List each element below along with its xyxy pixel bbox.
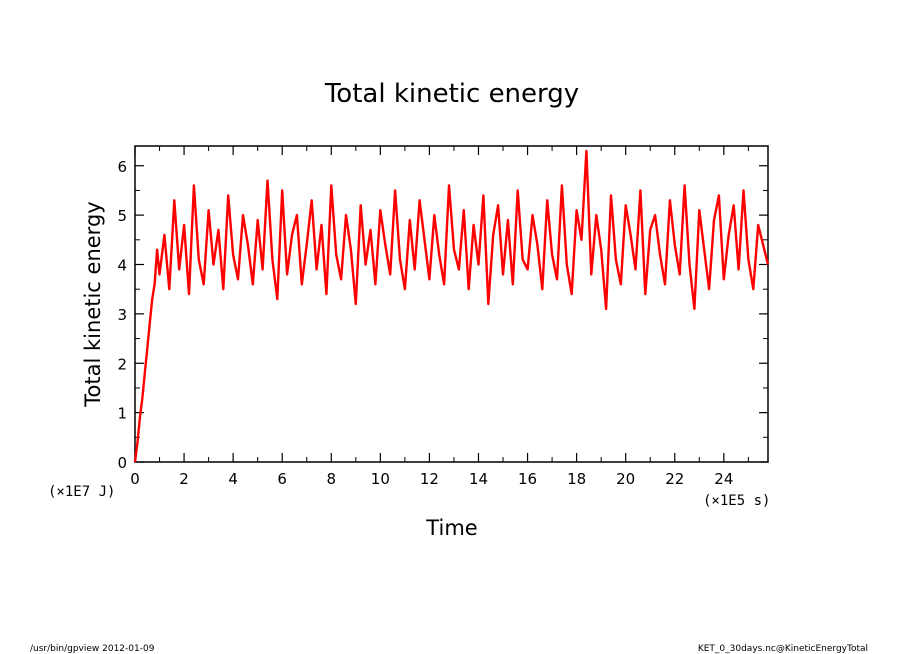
y-tick-label: 6 bbox=[117, 158, 127, 176]
y-tick-label: 1 bbox=[117, 405, 127, 423]
footer-left-label: /usr/bin/gpview 2012-01-09 bbox=[30, 644, 155, 654]
x-tick-label: 24 bbox=[714, 470, 733, 488]
x-tick-label: 0 bbox=[130, 470, 140, 488]
y-tick-label: 4 bbox=[117, 257, 127, 275]
x-tick-label: 4 bbox=[228, 470, 238, 488]
x-tick-label: 22 bbox=[665, 470, 684, 488]
x-unit-label: (×1E5 s) bbox=[703, 493, 770, 509]
y-tick-label: 5 bbox=[117, 207, 127, 225]
series-line-0 bbox=[133, 149, 770, 463]
x-tick-label: 10 bbox=[371, 470, 390, 488]
plot-frame bbox=[134, 145, 769, 463]
x-tick-label: 18 bbox=[567, 470, 586, 488]
y-tick-label: 0 bbox=[117, 454, 127, 472]
x-tick-label: 16 bbox=[518, 470, 537, 488]
y-axis-label: Total kinetic energy bbox=[81, 201, 105, 407]
x-tick-label: 14 bbox=[469, 470, 488, 488]
y-unit-label: (×1E7 J) bbox=[48, 484, 115, 500]
chart-title: Total kinetic energy bbox=[324, 79, 579, 109]
x-tick-label: 6 bbox=[277, 470, 287, 488]
x-tick-label: 2 bbox=[179, 470, 189, 488]
series-layer bbox=[133, 149, 770, 463]
y-tick-label: 2 bbox=[117, 355, 127, 373]
x-tick-label: 20 bbox=[616, 470, 635, 488]
x-tick-label: 8 bbox=[327, 470, 337, 488]
footer-right-label: KET_0_30days.nc@KineticEnergyTotal bbox=[698, 644, 868, 654]
y-tick-label: 3 bbox=[117, 306, 127, 324]
x-tick-label: 12 bbox=[420, 470, 439, 488]
x-axis-label: Time bbox=[425, 516, 477, 540]
